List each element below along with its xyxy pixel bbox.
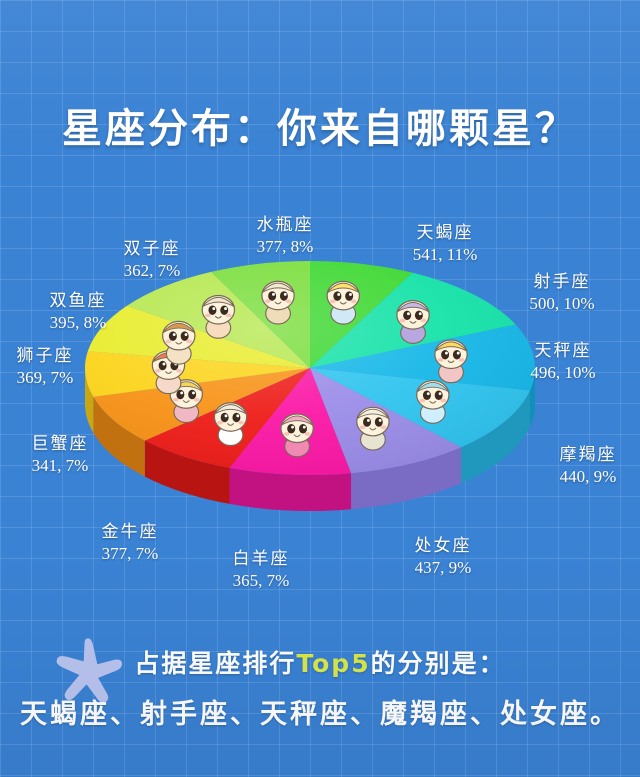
pie-label-value: 500, 10% [529,293,595,313]
pie-label-狮子座: 狮子座 369, 7% [17,345,74,389]
pie-label-value: 395, 8% [49,312,107,332]
pie-label-name: 双鱼座 [49,291,107,310]
pie-label-value: 369, 7% [16,367,74,387]
pie-slice-side [530,368,535,427]
sagittarius-mascot [434,339,468,384]
pie-label-巨蟹座: 巨蟹座 341, 7% [32,433,89,477]
pie-label-双子座: 双子座 362, 7% [124,238,181,282]
pie-label-双鱼座: 双鱼座 395, 8% [50,290,107,334]
footer-suffix: 的分别是： [370,649,506,678]
star-icon [56,638,122,703]
pie-label-天秤座: 天秤座 496, 10% [530,340,595,384]
pie-3d-sides [85,368,535,511]
pie-label-摩羯座: 摩羯座 440, 9% [560,444,617,488]
leo-mascot [162,320,196,365]
pie-label-name: 双子座 [123,239,181,258]
pie-label-value: 377, 8% [256,236,314,256]
page-title: 星座分布：你来自哪颗星？ [62,106,578,152]
pie-chart: 水瓶座 377, 8%天蝎座 541, 11%射手座 500, 10%天秤座 4… [85,248,565,518]
pie-label-value: 437, 9% [414,557,472,577]
pie-label-水瓶座: 水瓶座 377, 8% [257,214,314,258]
pie-label-天蝎座: 天蝎座 541, 11% [413,222,478,266]
pie-mascot-layer [151,280,468,458]
pie-label-value: 377, 7% [101,543,159,563]
scorpio-mascot [396,299,430,344]
pie-label-value: 440, 9% [559,466,617,486]
pie-slice-side [229,467,352,511]
virgo-mascot [280,413,314,458]
pie-label-name: 天蝎座 [416,223,474,242]
footer-prefix: 占据星座排行 [134,649,297,678]
pie-label-射手座: 射手座 500, 10% [529,271,594,315]
footer-note: 占据星座排行Top5的分别是： 天蝎座、射手座、天秤座、魔羯座、处女座。 [0,644,640,731]
pie-label-name: 天秤座 [534,341,592,360]
aquarius-mascot [326,280,361,325]
aries-mascot [213,402,248,447]
pie-label-白羊座: 白羊座 365, 7% [233,548,290,592]
pie-label-value: 496, 10% [530,362,596,382]
capricorn-mascot [356,406,390,451]
footer-line-1: 占据星座排行Top5的分别是： [0,644,640,680]
pie-slice-side [85,368,94,433]
libra-mascot [416,379,450,424]
footer-line-2: 天蝎座、射手座、天秤座、魔羯座、处女座。 [20,699,620,730]
pie-slice-side [93,396,145,477]
pie-label-name: 狮子座 [16,346,74,365]
pie-label-name: 处女座 [414,536,472,555]
pie-slice-side [144,440,230,504]
pie-slice-side [351,447,462,510]
pie-label-value: 362, 7% [123,260,181,280]
pie-label-处女座: 处女座 437, 9% [415,535,472,579]
pie-label-name: 金牛座 [101,522,159,541]
pie-label-value: 365, 7% [232,570,290,590]
pie-chart-svg: 水瓶座 377, 8%天蝎座 541, 11%射手座 500, 10%天秤座 4… [85,261,535,511]
pie-label-name: 巨蟹座 [31,434,89,453]
footer-top5-accent: Top5 [296,649,371,678]
pisces-mascot [201,294,236,339]
pie-label-value: 541, 11% [412,244,478,264]
pie-label-value: 341, 7% [31,455,89,475]
pie-slice-side [461,390,531,484]
pie-label-金牛座: 金牛座 377, 7% [102,521,159,565]
pie-label-name: 水瓶座 [256,215,314,234]
pie-label-name: 白羊座 [232,549,290,568]
pie-label-name: 射手座 [533,272,591,291]
pie-label-name: 摩羯座 [559,445,617,464]
gemini-mascot [261,280,295,325]
